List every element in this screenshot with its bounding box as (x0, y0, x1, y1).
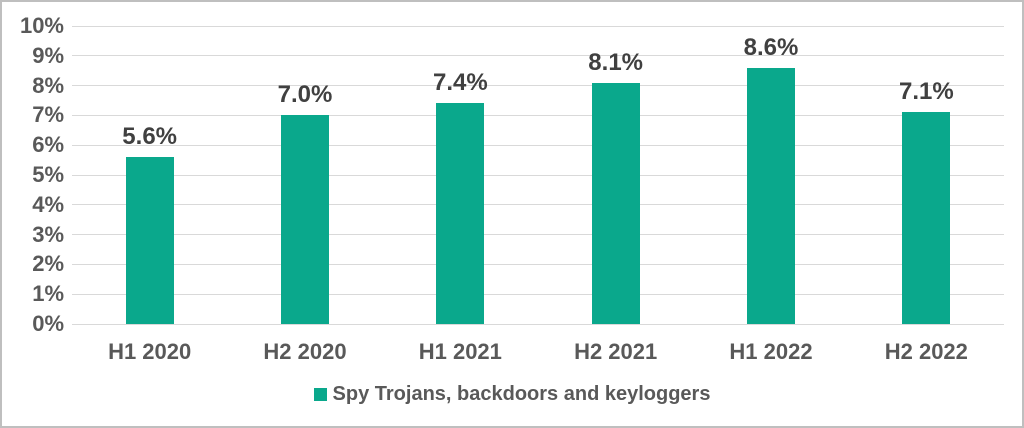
bar-value-label: 8.6% (743, 33, 799, 61)
gridline (72, 234, 1004, 236)
y-axis-tick-label: 7% (32, 102, 64, 128)
bar-value-label: 7.1% (898, 78, 954, 106)
x-axis-category-label: H2 2020 (263, 339, 347, 364)
bar-value-label: 5.6% (122, 123, 177, 151)
gridline (72, 204, 1004, 206)
bar (436, 103, 485, 324)
gridline (72, 144, 1004, 146)
plot-area (72, 25, 1004, 325)
y-axis-tick-label: 6% (32, 132, 64, 158)
bar (747, 67, 795, 324)
y-axis-tick-label: 5% (32, 162, 64, 187)
gridline (72, 323, 1004, 325)
legend-label: Spy Trojans, backdoors and keyloggers (332, 383, 711, 405)
x-axis-category-label: H1 2021 (418, 339, 502, 364)
gridline (72, 25, 1004, 27)
bar-value-label: 8.1% (588, 48, 643, 76)
gridline (72, 114, 1004, 116)
y-axis-tick-label: 0% (32, 311, 64, 336)
y-axis-tick-label: 2% (32, 251, 64, 277)
bar (591, 82, 640, 324)
gridline (72, 263, 1004, 265)
y-axis-tick-label: 1% (32, 281, 64, 307)
y-axis-tick-label: 8% (32, 72, 64, 98)
gridline (72, 174, 1004, 176)
bar-value-label: 7.4% (432, 69, 488, 97)
legend-color-swatch (313, 387, 327, 401)
gridline (72, 293, 1004, 295)
bar (281, 115, 329, 324)
gridline (72, 85, 1004, 87)
x-axis-category-label: H1 2020 (108, 339, 192, 364)
y-axis-tick-label: 10% (19, 13, 64, 38)
bar (125, 157, 174, 324)
y-axis-tick-label: 9% (32, 42, 64, 68)
x-axis-category-label: H1 2022 (729, 339, 813, 364)
gridline (72, 55, 1004, 57)
bar (902, 112, 951, 324)
legend: Spy Trojans, backdoors and keyloggers (2, 382, 1022, 406)
x-axis-category-label: H2 2021 (574, 339, 658, 364)
y-axis-tick-label: 3% (32, 221, 64, 247)
y-axis-tick-label: 4% (32, 191, 64, 217)
x-axis-category-label: H2 2022 (884, 339, 968, 364)
bar-value-label: 7.0% (277, 81, 333, 109)
